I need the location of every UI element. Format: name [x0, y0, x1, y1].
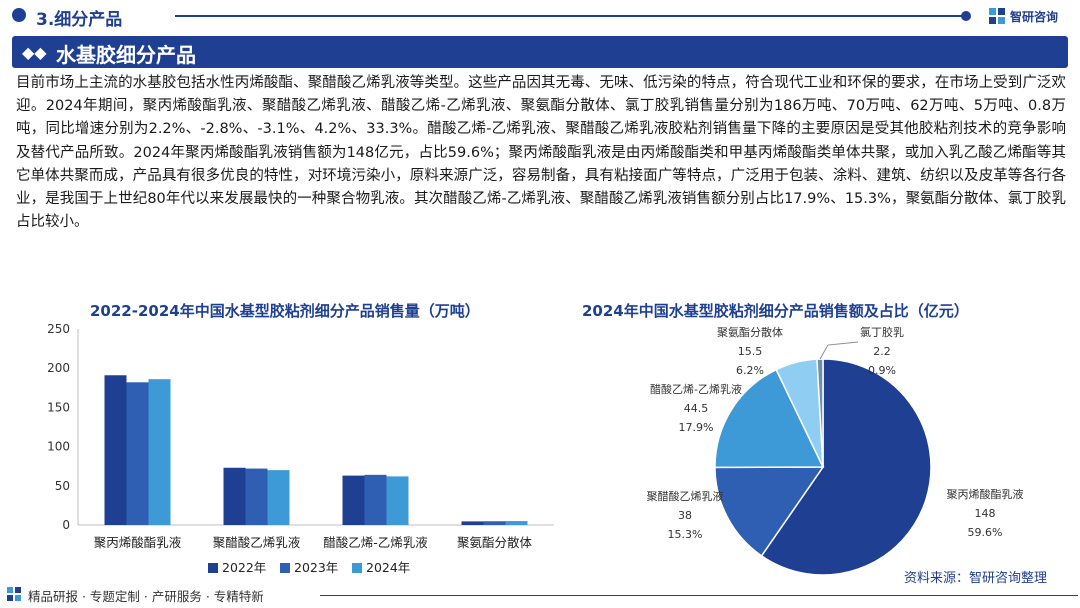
double-diamond-icon: ◆◆	[22, 43, 47, 62]
body-paragraph: 目前市场上主流的水基胶包括水性丙烯酸酯、聚醋酸乙烯乳液等类型。这些产品因其无毒、…	[16, 75, 1066, 231]
pie-percent: 6.2%	[736, 364, 764, 377]
x-tick-label: 醋酸乙烯-乙烯乳液	[323, 535, 428, 550]
pie-label: 氯丁胶乳	[860, 325, 904, 339]
x-tick-label: 聚氨酯分散体	[457, 535, 533, 550]
pie-slice	[714, 368, 825, 469]
pie-label: 聚氨酯分散体	[717, 325, 783, 339]
pie-percent: 59.6%	[968, 526, 1003, 539]
pie-value: 2.2	[873, 345, 891, 358]
footer-logo-icon	[7, 587, 21, 601]
y-tick-label: 250	[47, 322, 70, 336]
pie-chart: 聚丙烯酸酯乳液 148 59.6% 聚醋酸乙烯乳液 38 15.3% 醋酸乙烯-乙烯乳液 44…	[647, 325, 1024, 576]
legend-swatch	[208, 563, 218, 573]
y-tick-label: 200	[47, 361, 70, 375]
pie-percent: 15.3%	[668, 528, 703, 541]
bar	[364, 474, 387, 525]
bar	[505, 521, 528, 525]
footer-bar: 精品研报 · 专题定制 · 产研服务 · 专精特新	[0, 583, 1080, 608]
pie-slice	[714, 466, 825, 557]
page-title: 水基胶细分产品	[56, 43, 196, 67]
footer-divider	[320, 595, 1078, 596]
legend-swatch	[280, 563, 290, 573]
bar	[461, 521, 484, 525]
pie-slice	[816, 358, 824, 468]
section-bullet-icon	[12, 8, 26, 22]
bar	[245, 468, 268, 525]
section-divider	[175, 15, 965, 17]
divider-end-dot-icon	[961, 11, 971, 21]
bar	[483, 521, 506, 525]
y-tick-label: 0	[62, 518, 70, 532]
pie-slice	[760, 358, 932, 576]
bar	[342, 475, 365, 525]
bar	[267, 470, 290, 525]
x-tick-label: 聚丙烯酸酯乳液	[94, 535, 182, 550]
legend-swatch	[352, 563, 362, 573]
pie-percent: 0.9%	[868, 364, 896, 377]
legend-label: 2022年	[222, 560, 266, 575]
pie-value: 15.5	[738, 345, 763, 358]
bar	[126, 382, 149, 525]
pie-value: 44.5	[684, 402, 709, 415]
page-title-bar: ◆◆ 水基胶细分产品	[12, 36, 1068, 68]
section-header: 3.细分产品 智研咨询	[0, 0, 1080, 32]
pie-label: 聚丙烯酸酯乳液	[947, 487, 1024, 501]
bar-chart: 0 50 100 150 200 250 聚丙烯酸酯乳液 聚醋酸乙烯乳液 醋酸乙烯-乙烯乳液 聚氨…	[47, 322, 554, 575]
source-note: 资料来源：智研咨询整理	[904, 571, 1048, 586]
pie-label: 聚醋酸乙烯乳液	[647, 489, 724, 503]
pie-label: 醋酸乙烯-乙烯乳液	[650, 382, 742, 396]
legend-label: 2023年	[294, 560, 338, 575]
pie-value: 38	[678, 509, 692, 522]
pie-chart-title: 2024年中国水基型胶粘剂细分产品销售额及占比（亿元）	[582, 302, 969, 320]
brand-logo-icon	[989, 8, 1005, 24]
bar	[223, 467, 246, 525]
pie-leader-line	[819, 341, 859, 360]
x-tick-label: 聚醋酸乙烯乳液	[213, 535, 301, 550]
pie-value: 148	[975, 507, 996, 520]
footer-tagline: 精品研报 · 专题定制 · 产研服务 · 专精特新	[28, 589, 264, 604]
bar	[148, 379, 171, 525]
legend-label: 2024年	[366, 560, 410, 575]
bar	[104, 375, 127, 525]
y-tick-label: 150	[47, 400, 70, 414]
brand-logo-group: 智研咨询	[988, 6, 1058, 26]
pie-percent: 17.9%	[679, 421, 714, 434]
section-title: 3.细分产品	[36, 10, 123, 30]
bar	[386, 476, 409, 525]
bar-chart-title: 2022-2024年中国水基型胶粘剂细分产品销售量（万吨）	[90, 302, 480, 320]
y-tick-label: 50	[55, 479, 70, 493]
y-tick-label: 100	[47, 440, 70, 454]
brand-name: 智研咨询	[1010, 9, 1059, 24]
